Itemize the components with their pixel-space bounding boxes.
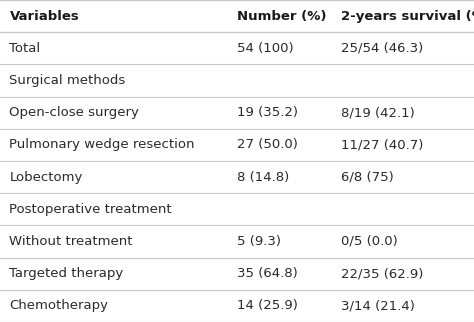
Text: 35 (64.8): 35 (64.8): [237, 267, 298, 280]
Text: Targeted therapy: Targeted therapy: [9, 267, 124, 280]
Text: Without treatment: Without treatment: [9, 235, 133, 248]
Text: 2-years survival (%): 2-years survival (%): [341, 10, 474, 23]
Text: Postoperative treatment: Postoperative treatment: [9, 203, 172, 216]
Text: Number (%): Number (%): [237, 10, 327, 23]
Text: 3/14 (21.4): 3/14 (21.4): [341, 299, 415, 312]
Text: 0/5 (0.0): 0/5 (0.0): [341, 235, 398, 248]
Text: Variables: Variables: [9, 10, 79, 23]
Text: 5 (9.3): 5 (9.3): [237, 235, 281, 248]
Text: Open-close surgery: Open-close surgery: [9, 106, 139, 119]
Text: 25/54 (46.3): 25/54 (46.3): [341, 42, 424, 55]
Text: 19 (35.2): 19 (35.2): [237, 106, 298, 119]
Text: Total: Total: [9, 42, 41, 55]
Text: Chemotherapy: Chemotherapy: [9, 299, 109, 312]
Text: 22/35 (62.9): 22/35 (62.9): [341, 267, 424, 280]
Text: 14 (25.9): 14 (25.9): [237, 299, 298, 312]
Text: Pulmonary wedge resection: Pulmonary wedge resection: [9, 138, 195, 151]
Text: 27 (50.0): 27 (50.0): [237, 138, 298, 151]
Text: 11/27 (40.7): 11/27 (40.7): [341, 138, 424, 151]
Text: 54 (100): 54 (100): [237, 42, 293, 55]
Text: 8 (14.8): 8 (14.8): [237, 171, 289, 184]
Text: 8/19 (42.1): 8/19 (42.1): [341, 106, 415, 119]
Text: Lobectomy: Lobectomy: [9, 171, 83, 184]
Text: 6/8 (75): 6/8 (75): [341, 171, 394, 184]
Text: Surgical methods: Surgical methods: [9, 74, 126, 87]
